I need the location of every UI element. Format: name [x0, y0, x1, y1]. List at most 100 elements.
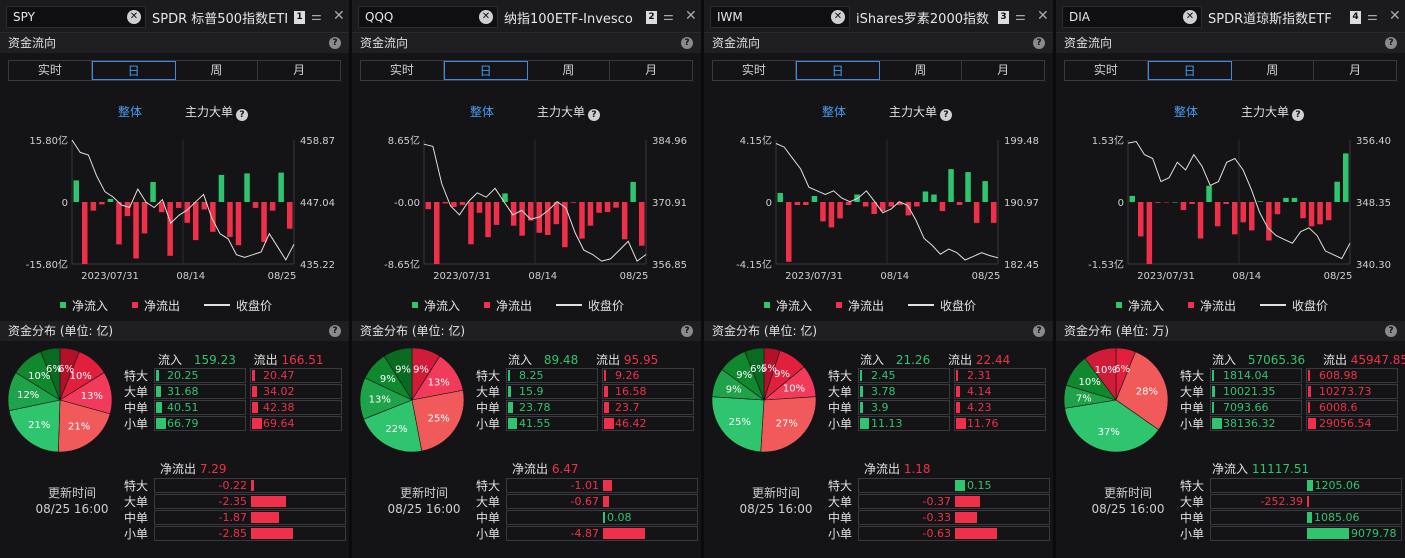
subtab-major[interactable]: 主力大单? [889, 103, 953, 121]
row-label: 中单 [124, 511, 149, 525]
close-icon[interactable]: ✕ [1037, 8, 1049, 24]
subtab-overall[interactable]: 整体 [470, 105, 495, 119]
y-tick-left: -15.80亿 [26, 258, 68, 271]
question-icon[interactable]: ? [329, 325, 341, 337]
close-icon[interactable]: ✕ [685, 8, 697, 24]
clear-icon[interactable]: ✕ [1183, 10, 1197, 24]
section-header-dist: 资金分布 (单位: 亿)? [352, 321, 701, 341]
question-icon[interactable]: ? [1385, 37, 1397, 49]
subtab-major[interactable]: 主力大单? [185, 103, 249, 121]
net-row: 特大 -0.22 [124, 478, 346, 494]
section-header-flow: 资金流向? [0, 33, 349, 53]
tab-period[interactable]: 周 [176, 61, 259, 80]
row-label: 小单 [476, 417, 501, 431]
fund-name: iShares罗素2000指数 [856, 12, 989, 27]
subtab-major[interactable]: 主力大单? [1241, 103, 1305, 121]
net-cell: 0.15 [858, 478, 1050, 493]
y-tick-right: 435.22 [300, 260, 335, 271]
period-tabs: 实时日周 月 [8, 60, 341, 81]
flow-bar [1180, 202, 1187, 211]
inflow-cell: 8.25 [506, 368, 598, 383]
question-icon[interactable]: ? [1385, 325, 1397, 337]
flow-bar [287, 202, 293, 229]
tab-period[interactable]: 月 [293, 63, 306, 77]
flow-bar [82, 202, 88, 264]
symbol-input[interactable]: SPY ✕ [6, 6, 146, 28]
tab-period[interactable]: 日 [443, 61, 528, 80]
tab-period[interactable]: 日 [1147, 61, 1232, 80]
net-cell: 9079.78 [1210, 526, 1402, 541]
tab-period[interactable]: 实时 [713, 61, 796, 80]
row-label: 小单 [828, 527, 853, 541]
flow-bar [1163, 202, 1170, 203]
question-icon[interactable]: ? [940, 109, 953, 121]
tab-period[interactable]: 日 [795, 61, 880, 80]
subtab-overall[interactable]: 整体 [822, 105, 847, 119]
pie-slice [8, 399, 61, 453]
inflow-cell: 41.55 [506, 416, 598, 431]
x-tick: 08/25 [972, 271, 1001, 282]
question-icon[interactable]: ? [1033, 37, 1045, 49]
close-icon[interactable]: ✕ [333, 8, 345, 24]
flow-bar [880, 202, 886, 211]
row-label: 大单 [124, 495, 149, 509]
x-tick: 08/25 [268, 271, 297, 282]
clear-icon[interactable]: ✕ [127, 10, 141, 24]
y-tick-left: -8.65亿 [384, 258, 420, 271]
section-header-flow: 资金流向? [1056, 33, 1405, 53]
sliders-icon[interactable]: ⚌ [663, 9, 674, 23]
subtab-major[interactable]: 主力大单? [537, 103, 601, 121]
question-icon[interactable]: ? [1292, 109, 1305, 121]
period-tabs: 实时日周 月 [1064, 60, 1397, 81]
tab-period[interactable]: 月 [1349, 63, 1362, 77]
update-time: 更新时间 08/25 16:00 [35, 486, 109, 516]
question-icon[interactable]: ? [681, 325, 693, 337]
flow-bar [820, 202, 826, 222]
outflow-cell: 4.14 [954, 384, 1046, 399]
tab-period[interactable]: 周 [880, 61, 963, 80]
chart-legend: 净流入 净流出 收盘价 [764, 297, 1000, 314]
net-row: 中单 -1.87 [124, 510, 346, 526]
sliders-icon[interactable]: ⚌ [1015, 9, 1026, 23]
pie-slice [40, 347, 61, 401]
subtab-overall[interactable]: 整体 [118, 105, 143, 119]
flow-bar [116, 202, 122, 245]
tab-period[interactable]: 月 [645, 63, 658, 77]
question-icon[interactable]: ? [236, 109, 249, 121]
flow-bar [922, 191, 929, 202]
flow-totals: 流入 21.26 流出 22.44 [860, 353, 1011, 367]
clear-icon[interactable]: ✕ [831, 10, 845, 24]
tab-period[interactable]: 日 [91, 61, 176, 80]
question-icon[interactable]: ? [681, 37, 693, 49]
question-icon[interactable]: ? [588, 109, 601, 121]
subtab-overall[interactable]: 整体 [1174, 105, 1199, 119]
question-icon[interactable]: ? [1033, 325, 1045, 337]
tab-period[interactable]: 实时 [361, 61, 444, 80]
flow-bar [897, 202, 903, 205]
net-row: 小单 -4.87 [476, 526, 698, 542]
flow-bar [1189, 202, 1195, 204]
sliders-icon[interactable]: ⚌ [1367, 9, 1378, 23]
close-icon[interactable]: ✕ [1389, 8, 1401, 24]
symbol-input[interactable]: IWM ✕ [710, 6, 850, 28]
question-icon[interactable]: ? [329, 37, 341, 49]
tab-period[interactable]: 实时 [1065, 61, 1148, 80]
row-label: 特大 [828, 369, 853, 383]
tab-period[interactable]: 实时 [9, 61, 92, 80]
row-label: 小单 [124, 527, 149, 541]
tab-period[interactable]: 月 [997, 63, 1010, 77]
flow-bar [451, 202, 457, 207]
clear-icon[interactable]: ✕ [479, 10, 493, 24]
symbol-input[interactable]: DIA ✕ [1062, 6, 1202, 28]
sliders-icon[interactable]: ⚌ [311, 9, 322, 23]
pie-label: 9% [380, 374, 396, 385]
tab-period[interactable]: 周 [1232, 61, 1315, 80]
y-tick-left: -0.00 [394, 198, 420, 209]
inflow-cell: 20.25 [154, 368, 246, 383]
flow-bar [176, 202, 182, 208]
outflow-cell: 34.02 [250, 384, 342, 399]
symbol-input[interactable]: QQQ ✕ [358, 6, 498, 28]
net-row: 中单 -0.33 [828, 510, 1050, 526]
tab-period[interactable]: 周 [528, 61, 611, 80]
pie-slice [1064, 399, 1160, 453]
